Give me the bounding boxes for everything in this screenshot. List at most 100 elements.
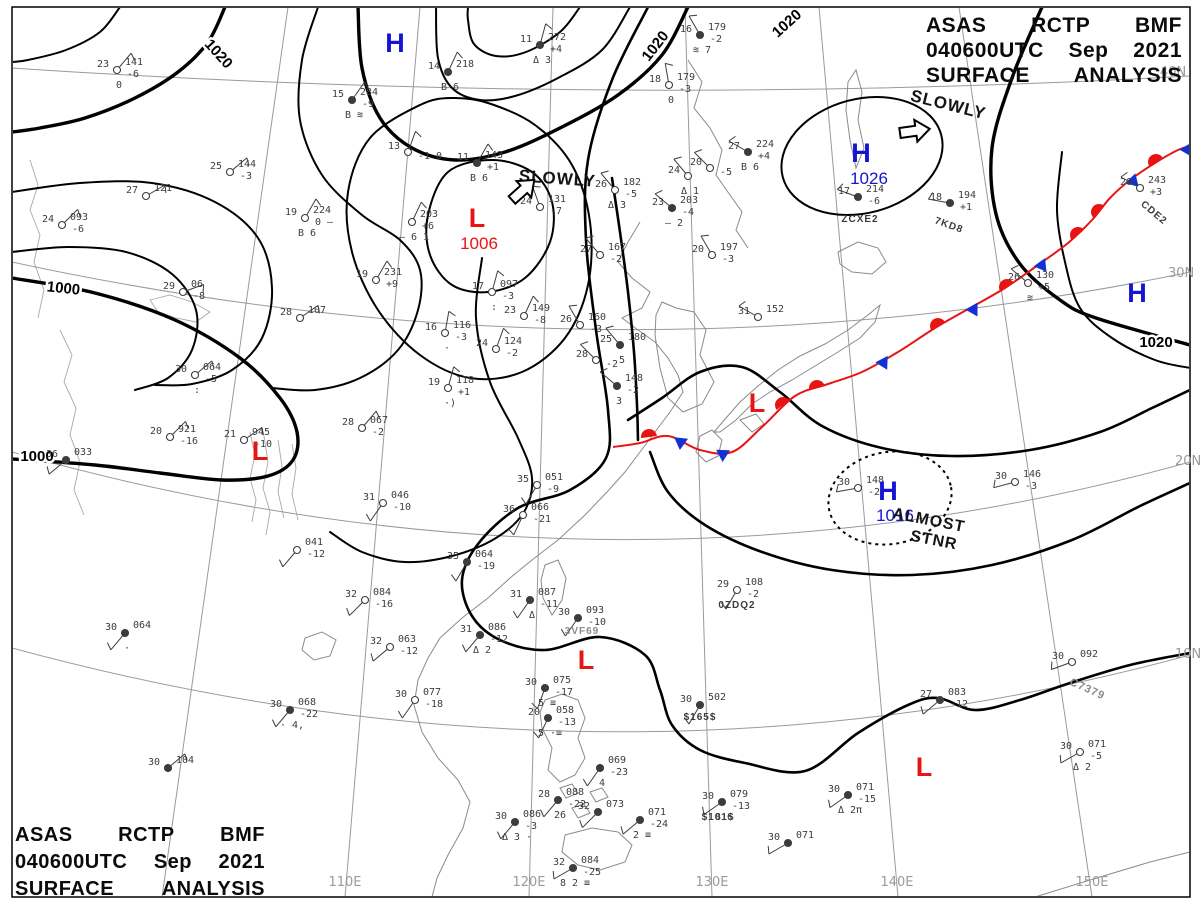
wind-barb-feather bbox=[317, 305, 320, 314]
station-temp: 18 bbox=[649, 74, 661, 85]
isobar bbox=[466, 8, 581, 58]
station-plot: 20 921-16 bbox=[150, 421, 198, 447]
station-plot: 26 160-3 bbox=[560, 304, 606, 335]
station-temp: 26 bbox=[560, 314, 572, 325]
station-pressure: 121 bbox=[154, 183, 172, 194]
wind-barb-feather bbox=[375, 410, 381, 419]
station-temp: 30 bbox=[680, 694, 692, 705]
station-pressure: 108 bbox=[745, 577, 763, 588]
title-block-bottom-left: ASAS RCTP BMF 040600UTC Sep 2021 SURFACE… bbox=[15, 822, 265, 903]
station-temp: 30 bbox=[702, 791, 714, 802]
wind-barb-feather bbox=[927, 192, 934, 200]
station-temp: 32 bbox=[553, 857, 565, 868]
station-pressure: 071 bbox=[1088, 739, 1106, 750]
station-tendency: -13 bbox=[732, 801, 750, 812]
station-pressure: 124 bbox=[504, 336, 522, 347]
station-tendency: -3 bbox=[502, 291, 514, 302]
station-pressure: 086 bbox=[488, 622, 506, 633]
wind-barb-feather bbox=[568, 304, 578, 307]
station-tendency: -2 bbox=[506, 348, 518, 359]
wind-barb-feather bbox=[370, 653, 374, 662]
station-circle bbox=[1067, 657, 1077, 667]
wind-barb-feather bbox=[620, 826, 624, 835]
title-word: ANALYSIS bbox=[161, 878, 265, 900]
title-word: SURFACE bbox=[15, 878, 115, 900]
station-temp: 35 bbox=[517, 474, 529, 485]
station-plot: 35 051-9 bbox=[517, 472, 563, 505]
wind-barb-feather bbox=[164, 184, 167, 194]
station-pressure: 143 bbox=[485, 150, 503, 161]
latitude-label: 40N bbox=[1160, 65, 1186, 80]
station-plot: 30 071 bbox=[767, 830, 814, 855]
station-circle bbox=[487, 287, 497, 297]
title-word: ASAS bbox=[15, 824, 73, 846]
station-tendency: -2 bbox=[627, 385, 639, 396]
station-tendency: +4 bbox=[550, 44, 562, 55]
warm-front-symbol bbox=[1070, 227, 1084, 241]
station-temp: 20 bbox=[528, 707, 540, 718]
warm-front-symbol bbox=[999, 279, 1014, 292]
title-word: Sep bbox=[1068, 39, 1109, 62]
station-circle bbox=[664, 80, 674, 90]
station-plot: 041-12 bbox=[278, 537, 325, 568]
station-circle bbox=[407, 217, 417, 227]
wind-barb-feather bbox=[1059, 754, 1062, 764]
isobar bbox=[13, 8, 227, 134]
title-line-2: 040600UTC Sep 2021 bbox=[926, 38, 1182, 63]
station-circle bbox=[462, 557, 472, 567]
station-plot: 30 071-15Δ 2π bbox=[828, 782, 876, 816]
station-circle bbox=[491, 344, 501, 354]
station-plot: 25 144-3 bbox=[210, 157, 256, 182]
coastline bbox=[413, 221, 684, 896]
station-circle bbox=[575, 320, 585, 330]
station-remark: B 6 bbox=[298, 228, 316, 239]
station-circle bbox=[300, 213, 310, 223]
coastline bbox=[687, 59, 749, 249]
station-circle bbox=[120, 628, 130, 638]
isobar bbox=[610, 176, 640, 442]
station-temp: 23 bbox=[504, 305, 516, 316]
station-plot: 13 -1 0 bbox=[388, 130, 442, 162]
station-circle bbox=[519, 311, 529, 321]
station-tendency: +1 bbox=[458, 387, 470, 398]
wind-barb-feather bbox=[397, 710, 403, 719]
station-remark: B ≋ bbox=[345, 110, 363, 121]
station-pressure: 063 bbox=[398, 634, 416, 645]
station-tendency: -5 bbox=[625, 189, 637, 200]
high-center-letter: H bbox=[1127, 278, 1147, 308]
station-temp: 28 bbox=[538, 789, 550, 800]
station-circle bbox=[543, 713, 553, 723]
station-circle bbox=[610, 185, 620, 195]
isobar-value-label: 1000 bbox=[46, 278, 81, 298]
station-circle bbox=[707, 250, 717, 260]
wind-barb-feather bbox=[920, 706, 924, 715]
station-temp: 29 bbox=[717, 579, 729, 590]
station-temp: 35 bbox=[447, 551, 459, 562]
station-circle bbox=[595, 763, 605, 773]
station-tendency: -25 bbox=[583, 867, 601, 878]
station-tendency: -13 bbox=[558, 717, 576, 728]
station-circle bbox=[743, 147, 753, 157]
station-remark: : bbox=[491, 302, 497, 313]
title-word: 2021 bbox=[1133, 39, 1182, 62]
coastlines bbox=[301, 59, 1189, 896]
wind-barb-feather bbox=[246, 157, 250, 166]
station-pressure: 180 bbox=[628, 332, 646, 343]
title-line-3: SURFACE ANALYSIS bbox=[926, 63, 1182, 88]
wind-barb-feather bbox=[364, 81, 370, 90]
station-tendency: +1 bbox=[487, 162, 499, 173]
station-pressure: 107 bbox=[308, 305, 326, 316]
wind-barb-feather bbox=[605, 325, 614, 329]
station-plot: 069-23 4 bbox=[582, 755, 628, 789]
station-circle bbox=[360, 595, 370, 605]
station-circle bbox=[443, 383, 453, 393]
wind-barb-feather bbox=[512, 610, 518, 619]
station-circle bbox=[292, 545, 302, 555]
station-plot: 16 116-3 · bbox=[425, 310, 471, 354]
station-remark: Δ 3 · bbox=[502, 832, 532, 843]
coastline bbox=[571, 803, 591, 819]
station-plot: 32 073 bbox=[578, 799, 624, 828]
